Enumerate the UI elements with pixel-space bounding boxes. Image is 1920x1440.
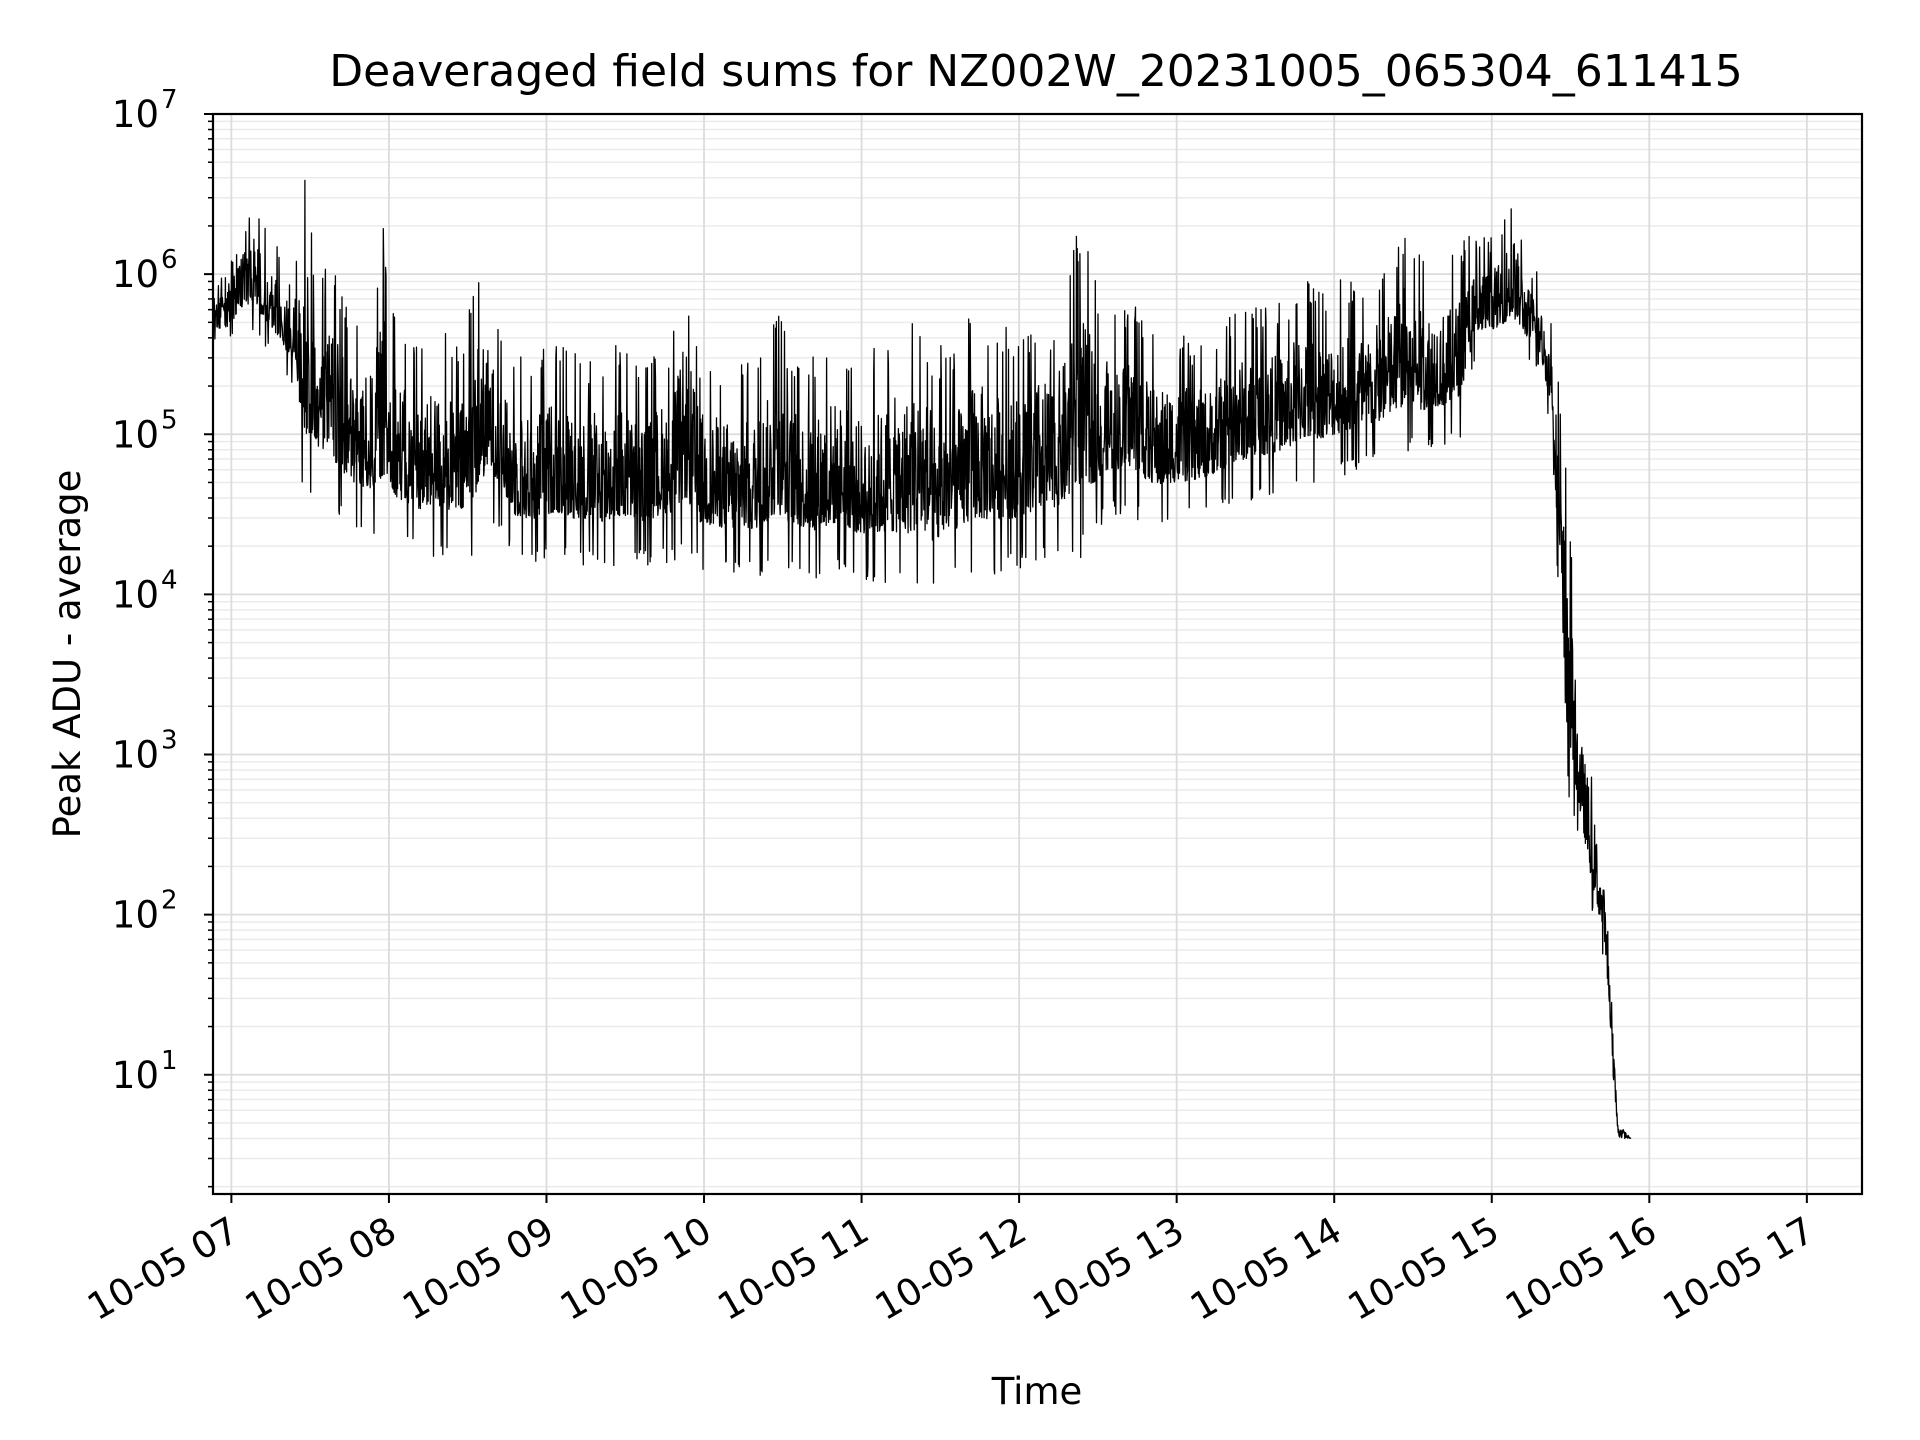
chart-title: Deaveraged field sums for NZ002W_2023100… bbox=[329, 46, 1742, 97]
y-tick-base: 10 bbox=[112, 894, 159, 937]
y-tick-label: 10 bbox=[112, 93, 159, 136]
y-tick-exponent: 4 bbox=[161, 565, 178, 595]
y-axis-label: Peak ADU - average bbox=[46, 470, 89, 839]
y-tick-base: 10 bbox=[112, 93, 159, 136]
series-layer bbox=[213, 179, 1632, 1140]
y-tick-label: 10 bbox=[112, 573, 159, 616]
y-tick-label: 10 bbox=[112, 894, 159, 937]
tick-marks bbox=[204, 113, 1808, 1203]
y-tick-base: 10 bbox=[112, 253, 159, 296]
y-tick-label: 10 bbox=[112, 413, 159, 456]
y-tick-exponent: 1 bbox=[161, 1046, 178, 1076]
y-tick-base: 10 bbox=[112, 573, 159, 616]
y-tick-exponent: 6 bbox=[161, 245, 178, 275]
series-line bbox=[213, 179, 1632, 1140]
y-tick-base: 10 bbox=[112, 734, 159, 777]
y-tick-label: 10 bbox=[112, 253, 159, 296]
y-tick-exponent: 3 bbox=[161, 726, 178, 756]
y-tick-label: 10 bbox=[112, 1054, 159, 1097]
y-tick-exponent: 2 bbox=[161, 886, 178, 916]
y-tick-base: 10 bbox=[112, 413, 159, 456]
plot-frame bbox=[211, 112, 1864, 1196]
y-tick-exponent: 5 bbox=[161, 405, 178, 435]
y-tick-exponent: 7 bbox=[161, 85, 178, 115]
y-tick-base: 10 bbox=[112, 1054, 159, 1097]
y-tick-label: 10 bbox=[112, 734, 159, 777]
x-axis-label: Time bbox=[991, 1370, 1083, 1413]
